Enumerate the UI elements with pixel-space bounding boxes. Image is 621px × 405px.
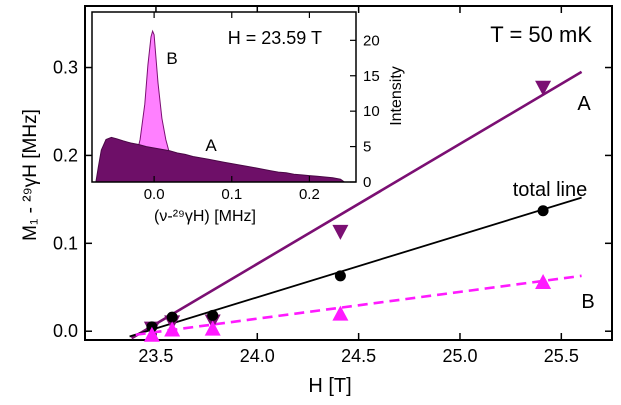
inset-field-annotation: H = 23.59 T bbox=[228, 28, 322, 48]
inset-x-tick-label: 0.1 bbox=[221, 186, 242, 203]
data-point-a bbox=[332, 224, 349, 240]
main-x-tick-label: 23.5 bbox=[138, 346, 173, 366]
data-point-b bbox=[332, 305, 349, 321]
main-x-tick-label: 25.0 bbox=[442, 346, 477, 366]
data-point-b bbox=[143, 326, 160, 342]
inset-y-ticks: 0 5 10 15 20 bbox=[350, 32, 380, 191]
inset-plot-frame bbox=[91, 11, 357, 183]
main-y-tick-label: 0.1 bbox=[53, 233, 78, 253]
inset-spectra bbox=[95, 29, 346, 183]
fit-line-b bbox=[135, 274, 582, 337]
main-x-ticks: 23.5 24.0 24.5 25.0 25.5 bbox=[138, 6, 579, 366]
fit-line-a bbox=[130, 70, 583, 340]
data-point-b bbox=[164, 321, 181, 337]
inset-y-tick-label: 5 bbox=[363, 139, 371, 156]
main-data-points bbox=[143, 80, 552, 342]
inset-spectrum-a bbox=[95, 136, 346, 183]
inset-y-tick-label: 0 bbox=[363, 174, 371, 191]
main-series-label-b: B bbox=[581, 291, 594, 313]
inset-x-tick-label: 0.0 bbox=[144, 186, 165, 203]
inset-y-tick-label: 15 bbox=[363, 68, 380, 85]
inset-y-tick-label: 10 bbox=[363, 103, 380, 120]
main-series-label-a: A bbox=[577, 93, 591, 115]
data-point-total bbox=[166, 311, 178, 323]
data-point-total bbox=[537, 205, 549, 217]
data-point-b bbox=[204, 320, 221, 336]
inset-y-axis-label: Intensity bbox=[388, 66, 405, 126]
inset-x-axis-label: (ν-²⁹γH) [MHz] bbox=[154, 208, 256, 225]
main-plot-frame bbox=[84, 5, 613, 341]
main-temperature-annotation: T = 50 mK bbox=[490, 22, 592, 47]
data-point-total bbox=[207, 309, 219, 321]
inset-plot: 0.0 0.1 0.2 0 5 10 15 20 H = 23.59 T B A (ν-²⁹… bbox=[91, 11, 405, 225]
main-series-label-total: total line bbox=[513, 179, 588, 201]
inset-x-ticks: 0.0 0.1 0.2 bbox=[144, 12, 320, 203]
main-x-tick-label: 25.5 bbox=[544, 346, 579, 366]
main-fit-lines bbox=[129, 70, 583, 340]
main-x-axis-label: H [T] bbox=[308, 375, 351, 397]
main-x-tick-label: 24.0 bbox=[240, 346, 275, 366]
main-y-axis-label: M₁ - ²⁹γH [MHz] bbox=[20, 109, 41, 241]
data-point-total bbox=[334, 270, 346, 282]
inset-y-tick-label: 20 bbox=[363, 32, 380, 49]
inset-x-tick-label: 0.2 bbox=[299, 186, 320, 203]
inset-series-label-a: A bbox=[205, 136, 217, 155]
main-plot: 23.5 24.0 24.5 25.0 25.5 0.0 0.1 0.2 0.3 T = 50… bbox=[20, 5, 613, 397]
data-point-a bbox=[535, 80, 552, 96]
main-y-tick-label: 0.2 bbox=[53, 145, 78, 165]
data-point-b bbox=[535, 273, 552, 289]
inset-series-label-b: B bbox=[166, 49, 177, 68]
fit-line-total bbox=[129, 196, 582, 338]
main-y-tick-label: 0.3 bbox=[53, 58, 78, 78]
main-y-ticks: 0.0 0.1 0.2 0.3 bbox=[53, 58, 612, 341]
main-x-tick-label: 24.5 bbox=[341, 346, 376, 366]
main-y-tick-label: 0.0 bbox=[53, 321, 78, 341]
